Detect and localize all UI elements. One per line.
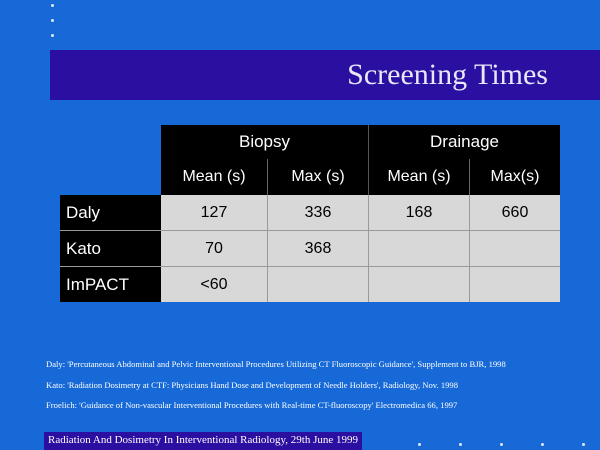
table-cell [368, 230, 470, 267]
table-corner-cell [60, 125, 161, 159]
decorative-dot [459, 443, 462, 446]
sub-header-biopsy-mean: Mean (s) [161, 159, 268, 195]
slide-footer: Radiation And Dosimetry In Interventiona… [44, 432, 362, 450]
reference-froelich: Froelich: 'Guidance of Non-vascular Inte… [46, 400, 458, 411]
sub-header-drainage-mean: Mean (s) [368, 159, 470, 195]
bullet-dots-bottom [418, 443, 600, 446]
row-name: ImPACT [60, 266, 161, 302]
table-cell: <60 [161, 266, 268, 302]
table-cell: 70 [161, 230, 268, 267]
row-name: Kato [60, 230, 161, 267]
table-sub-header-row: Mean (s) Max (s) Mean (s) Max(s) [60, 159, 560, 195]
table-corner-cell [60, 159, 161, 195]
table-cell: 127 [161, 195, 268, 231]
sub-header-drainage-max: Max(s) [469, 159, 560, 195]
decorative-dot [582, 443, 585, 446]
title-bar: Screening Times [50, 50, 600, 100]
table-cell: 368 [267, 230, 369, 267]
table-cell: 168 [368, 195, 470, 231]
table-row: ImPACT <60 [60, 266, 560, 302]
table-cell [469, 230, 560, 267]
table-group-header-row: Biopsy Drainage [60, 125, 560, 159]
decorative-dot [541, 443, 544, 446]
references: Daly: 'Percutaneous Abdominal and Pelvic… [46, 360, 596, 422]
table-cell: 660 [469, 195, 560, 231]
reference-kato: Kato: 'Radiation Dosimetry at CTF: Physi… [46, 379, 459, 390]
group-header-biopsy: Biopsy [161, 125, 369, 159]
reference-daly: Daly: 'Percutaneous Abdominal and Pelvic… [46, 359, 506, 369]
group-header-drainage: Drainage [368, 125, 560, 159]
table-cell [267, 266, 369, 302]
table-row: Kato 70 368 [60, 230, 560, 267]
table-cell [469, 266, 560, 302]
slide-title: Screening Times [347, 58, 548, 91]
decorative-dot [51, 34, 54, 37]
decorative-dot [51, 19, 54, 22]
screening-times-table: Biopsy Drainage Mean (s) Max (s) Mean (s… [60, 125, 560, 302]
table-cell: 336 [267, 195, 369, 231]
table-cell [368, 266, 470, 302]
row-name: Daly [60, 195, 161, 231]
decorative-dot [500, 443, 503, 446]
decorative-dot [51, 4, 54, 7]
bullet-dots-left [51, 4, 57, 49]
sub-header-biopsy-max: Max (s) [267, 159, 369, 195]
decorative-dot [418, 443, 421, 446]
table-row: Daly 127 336 168 660 [60, 195, 560, 231]
